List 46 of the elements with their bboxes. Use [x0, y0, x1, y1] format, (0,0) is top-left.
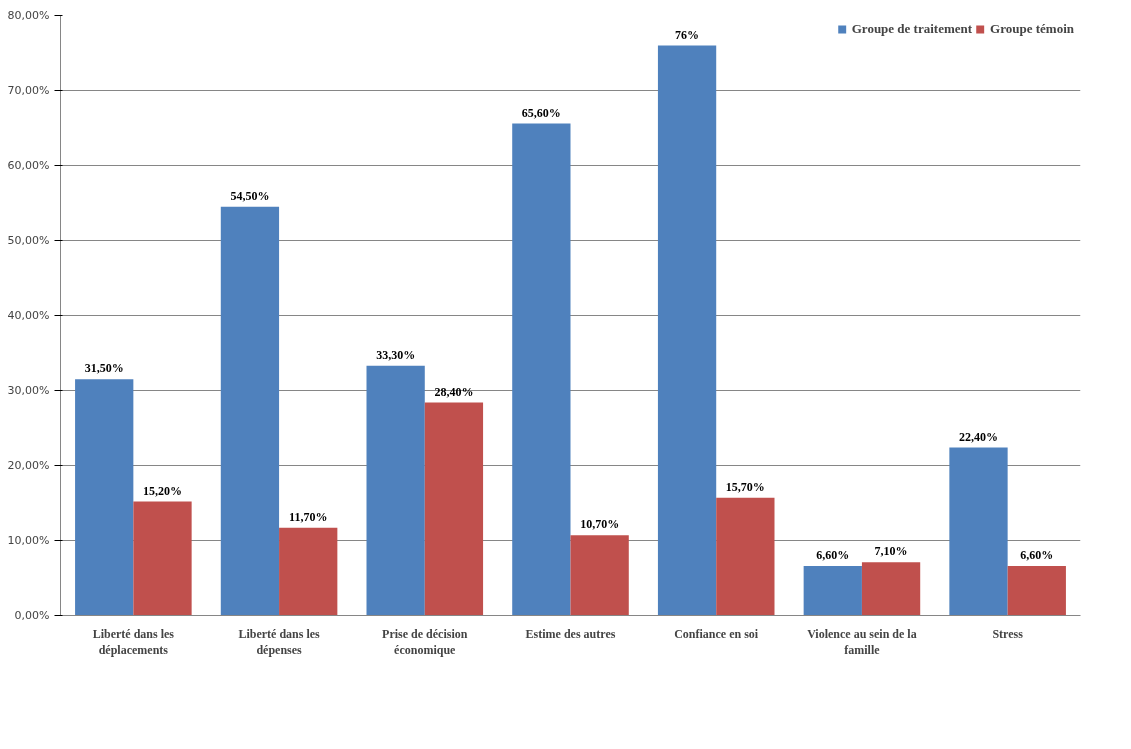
bar — [803, 566, 862, 616]
x-tick-label: Confiance en soi — [674, 626, 759, 641]
legend-label: Groupe de traitement — [851, 21, 973, 37]
y-tick-label: 40,00% — [7, 309, 50, 322]
data-label: 10,70% — [580, 517, 620, 532]
bar — [570, 535, 629, 616]
data-label: 22,40% — [959, 429, 998, 444]
x-tick-label: Estime des autres — [525, 626, 616, 641]
bar — [279, 527, 338, 616]
bar — [512, 123, 571, 616]
y-tick-label: 60,00% — [7, 159, 50, 172]
y-tick-label: 10,00% — [7, 534, 50, 547]
data-label: 31,50% — [84, 361, 124, 376]
bar — [220, 206, 280, 616]
data-label: 28,40% — [434, 384, 474, 399]
x-tick-label: Prise de décision économique — [382, 626, 468, 658]
bar — [949, 447, 1008, 616]
x-tick-label: Stress — [992, 626, 1024, 641]
x-tick-label: Liberté dans les déplacements — [92, 626, 175, 658]
y-tick-label: 30,00% — [7, 384, 50, 397]
data-label: 6,60% — [1020, 548, 1054, 562]
x-tick-label: Violence au sein de la famille — [807, 626, 917, 658]
y-tick-label: 20,00% — [7, 459, 50, 472]
data-label: 15,70% — [725, 479, 765, 494]
data-label: 7,10% — [874, 544, 908, 559]
legend-label: Groupe témoin — [990, 21, 1074, 37]
x-tick-label: Liberté dans les dépenses — [238, 626, 321, 658]
y-tick-label: 80,00% — [7, 9, 50, 22]
y-tick-label: 50,00% — [7, 234, 50, 247]
data-label: 54,50% — [230, 188, 270, 203]
bar — [75, 379, 134, 616]
data-label: 6,60% — [816, 548, 850, 562]
bar — [133, 501, 192, 616]
bar — [861, 562, 921, 616]
bar — [1007, 566, 1066, 616]
bar — [424, 402, 484, 616]
data-label: 11,70% — [289, 509, 328, 524]
data-label: 15,20% — [143, 483, 182, 498]
y-tick-label: 70,00% — [7, 84, 50, 97]
bar — [366, 365, 425, 616]
data-label: 65,60% — [521, 105, 561, 120]
y-tick-label: 0,00% — [14, 609, 50, 622]
data-label: 33,30% — [376, 347, 416, 362]
data-label: 76% — [675, 27, 700, 42]
bar — [657, 45, 717, 616]
bar — [716, 497, 775, 616]
